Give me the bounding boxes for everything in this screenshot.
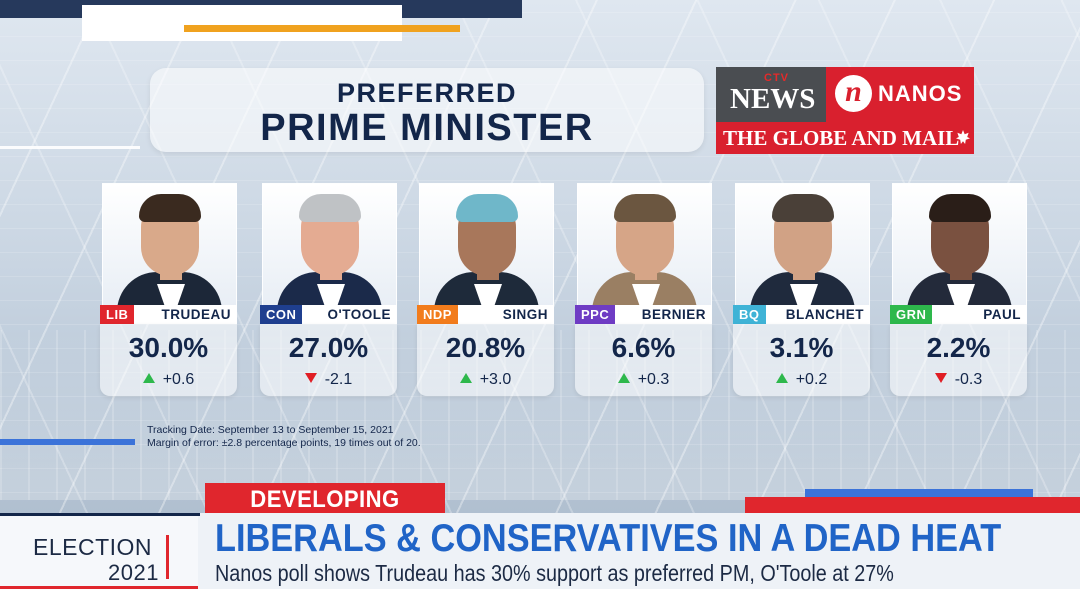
candidate-photo: [735, 183, 870, 309]
candidate-label-row: NDP SINGH: [417, 305, 554, 324]
title-card: PREFERRED PRIME MINISTER: [150, 68, 704, 152]
candidate-name: PAUL: [983, 307, 1021, 322]
lower-navy-line: [0, 513, 200, 516]
globe-wordmark: THE GLOBE AND MAIL: [723, 126, 960, 150]
candidate-name: BLANCHET: [785, 307, 864, 322]
candidate-card: BQ BLANCHET 3.1% +0.2: [733, 183, 870, 396]
nanos-mark-icon: n: [835, 75, 872, 112]
poll-footnote: Tracking Date: September 13 to September…: [147, 424, 421, 450]
news-wordmark: NEWS: [730, 83, 816, 115]
photo-hair: [614, 194, 676, 222]
party-badge: NDP: [417, 305, 458, 324]
candidate-card: LIB TRUDEAU 30.0% +0.6: [100, 183, 237, 396]
candidate-stats: 27.0% -2.1: [260, 324, 397, 396]
photo-hair: [299, 194, 361, 222]
support-change: -0.3: [890, 371, 1027, 389]
candidate-card: GRN PAUL 2.2% -0.3: [890, 183, 1027, 396]
candidate-label-row: CON O'TOOLE: [260, 305, 397, 324]
candidate-name: O'TOOLE: [327, 307, 391, 322]
candidate-photo: [577, 183, 712, 309]
photo-hair: [772, 194, 834, 222]
election-year: 2021: [108, 560, 159, 585]
title-line-1: PREFERRED: [336, 78, 518, 108]
candidate-label-row: BQ BLANCHET: [733, 305, 870, 324]
party-badge: PPC: [575, 305, 616, 324]
left-blue-line: [0, 439, 135, 445]
title-line-2: PRIME MINISTER: [260, 107, 594, 149]
candidate-photo: [102, 183, 237, 309]
candidate-stats: 30.0% +0.6: [100, 324, 237, 396]
support-change: +0.2: [733, 371, 870, 389]
support-change: +0.3: [575, 371, 712, 389]
right-red-bar: [745, 497, 1080, 513]
support-percent: 6.6%: [611, 332, 676, 363]
arrow-up-icon: [775, 373, 788, 383]
developing-news-banner: DEVELOPING NEWS: [205, 483, 445, 541]
candidate-label-row: LIB TRUDEAU: [100, 305, 237, 324]
ctv-text: CTV: [764, 72, 789, 84]
candidate-label-row: PPC BERNIER: [575, 305, 712, 324]
support-percent: 30.0%: [128, 332, 209, 363]
change-value: +0.3: [637, 371, 670, 388]
top-orange-bar: [184, 25, 460, 32]
arrow-up-icon: [142, 373, 155, 383]
candidate-photo: [892, 183, 1027, 309]
support-percent: 20.8%: [445, 332, 526, 363]
candidate-card: NDP SINGH 20.8% +3.0: [417, 183, 554, 396]
support-percent: 3.1%: [769, 332, 834, 363]
change-value: -0.3: [954, 371, 983, 388]
change-value: -2.1: [324, 371, 353, 388]
party-badge: GRN: [890, 305, 933, 324]
change-value: +0.2: [795, 371, 828, 388]
arrow-up-icon: [617, 373, 630, 383]
nanos-logo: n NANOS: [826, 67, 974, 122]
margin-of-error: Margin of error: ±2.8 percentage points,…: [147, 437, 421, 449]
election-red-underline: [0, 586, 198, 589]
support-percent: 27.0%: [288, 332, 369, 363]
candidate-name: BERNIER: [641, 307, 706, 322]
candidate-name: SINGH: [502, 307, 548, 322]
candidate-card: PPC BERNIER 6.6% +0.3: [575, 183, 712, 396]
candidate-card: CON O'TOOLE 27.0% -2.1: [260, 183, 397, 396]
arrow-down-icon: [934, 373, 947, 383]
ctv-wordmark: CTV: [764, 72, 789, 84]
ctv-news-logo: CTV NEWS: [716, 67, 826, 122]
arrow-up-icon: [459, 373, 472, 383]
candidate-stats: 2.2% -0.3: [890, 324, 1027, 396]
photo-hair: [139, 194, 201, 222]
support-percent: 2.2%: [926, 332, 991, 363]
candidate-photo: [419, 183, 554, 309]
right-blue-bar: [805, 489, 1033, 497]
nanos-wordmark: NANOS: [878, 81, 963, 106]
sponsor-logos: CTV NEWS n NANOS THE GLOBE AND MAIL: [716, 67, 974, 154]
subheadline: Nanos poll shows Trudeau has 30% support…: [215, 560, 894, 586]
party-badge: BQ: [733, 305, 766, 324]
support-change: -2.1: [260, 371, 397, 389]
candidate-stats: 3.1% +0.2: [733, 324, 870, 396]
headline: LIBERALS & CONSERVATIVES IN A DEAD HEAT: [215, 517, 1002, 560]
election-word: ELECTION: [33, 534, 153, 560]
globe-and-mail-logo: THE GLOBE AND MAIL: [716, 122, 974, 154]
support-change: +0.6: [100, 371, 237, 389]
support-change: +3.0: [417, 371, 554, 389]
change-value: +0.6: [162, 371, 195, 388]
election-2021-badge: ELECTION 2021: [0, 516, 198, 589]
tracking-date: Tracking Date: September 13 to September…: [147, 424, 394, 436]
photo-hair: [929, 194, 991, 222]
party-badge: LIB: [100, 305, 135, 324]
candidate-stats: 6.6% +0.3: [575, 324, 712, 396]
candidate-label-row: GRN PAUL: [890, 305, 1027, 324]
left-accent-line: [0, 146, 140, 149]
change-value: +3.0: [479, 371, 512, 388]
candidate-name: TRUDEAU: [161, 307, 231, 322]
top-white-bar: [82, 5, 402, 41]
candidate-photo: [262, 183, 397, 309]
candidate-stats: 20.8% +3.0: [417, 324, 554, 396]
photo-hair: [456, 194, 518, 222]
arrow-down-icon: [304, 373, 317, 383]
election-red-divider: [166, 535, 169, 579]
party-badge: CON: [260, 305, 303, 324]
